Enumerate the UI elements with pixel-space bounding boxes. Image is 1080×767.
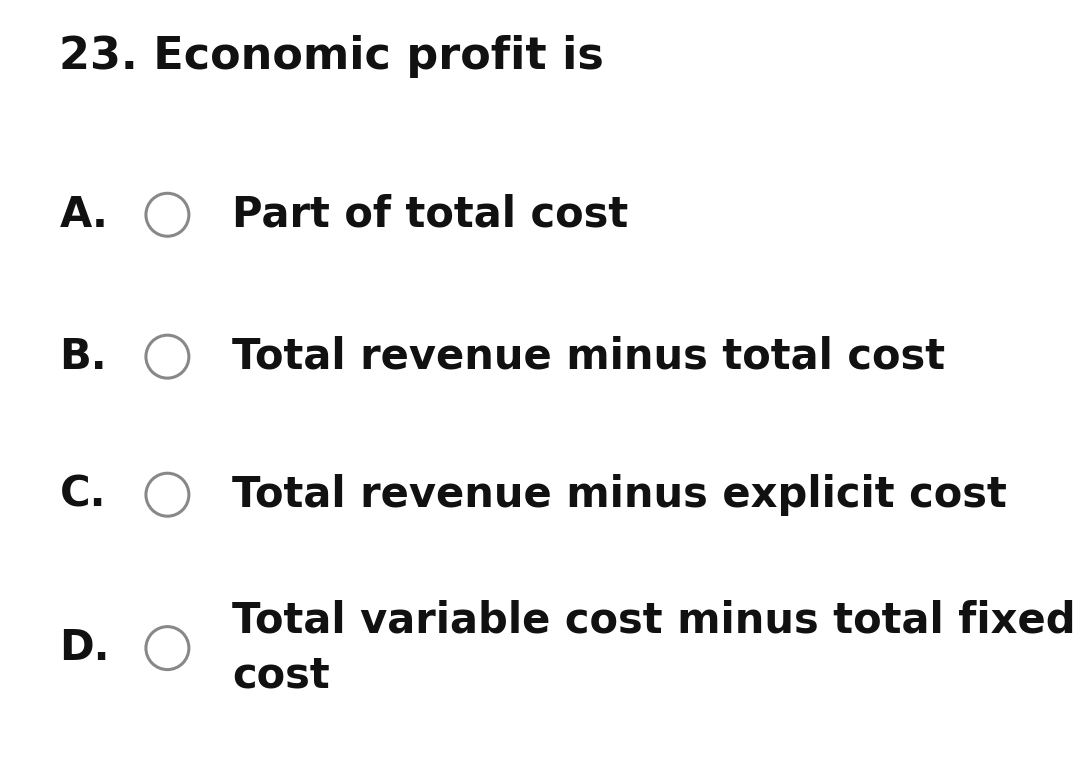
Text: Total revenue minus total cost: Total revenue minus total cost [232, 336, 945, 377]
Text: C.: C. [59, 474, 106, 515]
Text: 23. Economic profit is: 23. Economic profit is [59, 35, 605, 77]
Ellipse shape [146, 473, 189, 516]
Text: Part of total cost: Part of total cost [232, 194, 629, 235]
Text: D.: D. [59, 627, 110, 669]
Ellipse shape [146, 335, 189, 378]
Ellipse shape [146, 627, 189, 670]
Text: B.: B. [59, 336, 107, 377]
Ellipse shape [146, 193, 189, 236]
Text: Total variable cost minus total fixed
cost: Total variable cost minus total fixed co… [232, 600, 1076, 696]
Text: Total revenue minus explicit cost: Total revenue minus explicit cost [232, 474, 1007, 515]
Text: A.: A. [59, 194, 108, 235]
